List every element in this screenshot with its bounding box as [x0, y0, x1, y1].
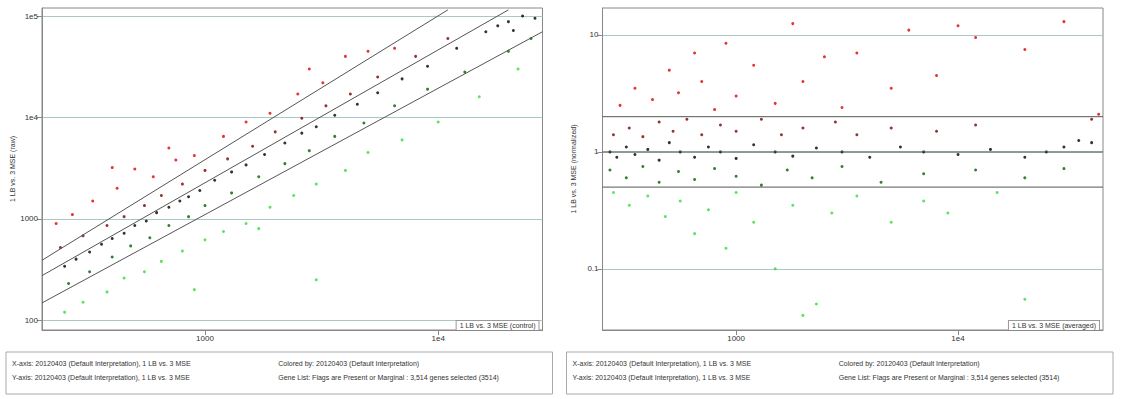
svg-text:1: 1	[594, 147, 599, 156]
svg-text:1e5: 1e5	[25, 12, 39, 21]
svg-text:1e4: 1e4	[25, 113, 39, 122]
svg-text:1 LB vs. 3 MSE (averaged): 1 LB vs. 3 MSE (averaged)	[1012, 322, 1096, 330]
svg-text:0.1: 0.1	[587, 264, 599, 273]
svg-text:1 LB vs. 3 MSE (raw): 1 LB vs. 3 MSE (raw)	[9, 136, 17, 202]
svg-text:1000: 1000	[20, 214, 38, 223]
svg-text:Gene List: Flags are Present o: Gene List: Flags are Present or Marginal…	[278, 374, 499, 382]
svg-text:1e4: 1e4	[951, 334, 965, 343]
svg-text:Colored by: 20120403 (Default: Colored by: 20120403 (Default Interpreta…	[278, 360, 419, 368]
svg-text:Gene List: Flags are Present o: Gene List: Flags are Present or Marginal…	[839, 374, 1060, 382]
svg-text:1e4: 1e4	[432, 334, 446, 343]
svg-text:Y-axis: 20120403 (Default Inte: Y-axis: 20120403 (Default Interpretation…	[12, 374, 190, 382]
svg-text:100: 100	[25, 316, 39, 325]
svg-text:1 LB vs. 3 MSE (control): 1 LB vs. 3 MSE (control)	[460, 322, 536, 330]
svg-text:Y-axis: 20120403 (Default Inte: Y-axis: 20120403 (Default Interpretation…	[573, 374, 751, 382]
svg-text:X-axis: 20120403 (Default Inte: X-axis: 20120403 (Default Interpretation…	[573, 360, 752, 368]
svg-text:1000: 1000	[196, 334, 214, 343]
svg-text:Colored by: 20120403 (Default: Colored by: 20120403 (Default Interpreta…	[839, 360, 980, 368]
svg-text:1 LB vs. 3 MSE (normalized): 1 LB vs. 3 MSE (normalized)	[570, 124, 578, 213]
svg-text:10: 10	[590, 30, 599, 39]
svg-text:1000: 1000	[727, 334, 745, 343]
svg-text:X-axis: 20120403 (Default Inte: X-axis: 20120403 (Default Interpretation…	[12, 360, 191, 368]
